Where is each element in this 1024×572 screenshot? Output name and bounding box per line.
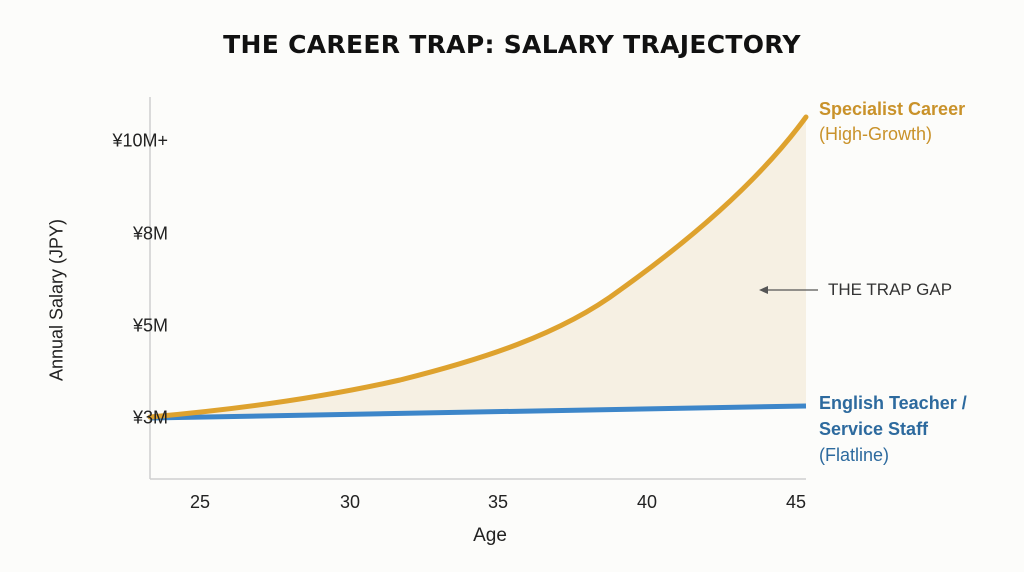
legend-flatline-subtitle: (Flatline) bbox=[819, 445, 890, 465]
flatline-series-line bbox=[149, 403, 807, 421]
legend-specialist: Specialist Career (High-Growth) bbox=[819, 97, 965, 147]
y-tick-10m: ¥10M+ bbox=[112, 130, 168, 151]
gap-arrow-head-icon bbox=[759, 286, 768, 294]
y-tick-5m: ¥5M bbox=[132, 315, 168, 336]
x-tick-30: 30 bbox=[339, 492, 361, 512]
trap-gap-area bbox=[150, 117, 806, 418]
x-tick-45: 45 bbox=[785, 492, 807, 512]
legend-specialist-title: Specialist Career bbox=[819, 99, 966, 119]
legend-flatline-title-2: Service Staff bbox=[819, 419, 929, 439]
y-tick-3m: ¥3M bbox=[132, 407, 168, 428]
legend-flatline: English Teacher / Service Staff (Flatlin… bbox=[819, 390, 967, 468]
y-axis-label: Annual Salary (JPY) bbox=[46, 218, 67, 382]
x-tick-40: 40 bbox=[636, 492, 658, 512]
x-tick-35: 35 bbox=[487, 492, 509, 512]
trap-gap-label: THE TRAP GAP bbox=[828, 280, 953, 299]
legend-flatline-title-1: English Teacher / bbox=[819, 393, 967, 413]
y-tick-8m: ¥8M bbox=[132, 223, 168, 244]
chart-title: THE CAREER TRAP: SALARY TRAJECTORY bbox=[223, 30, 801, 59]
legend-specialist-subtitle: (High-Growth) bbox=[819, 124, 933, 144]
x-tick-25: 25 bbox=[189, 492, 211, 512]
specialist-series-line bbox=[147, 114, 809, 420]
x-axis-label: Age bbox=[473, 525, 507, 546]
